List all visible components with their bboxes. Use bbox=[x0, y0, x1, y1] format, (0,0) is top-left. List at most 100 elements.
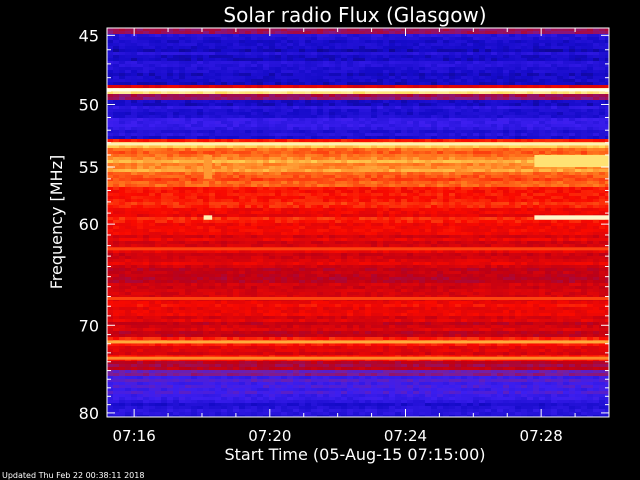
heatmap-cell bbox=[215, 181, 222, 185]
heatmap-cell bbox=[527, 52, 534, 56]
heatmap-cell bbox=[371, 151, 378, 155]
heatmap-cell bbox=[485, 145, 492, 149]
heatmap-cell bbox=[425, 133, 432, 137]
heatmap-cell bbox=[143, 28, 150, 32]
heatmap-cell bbox=[209, 73, 216, 77]
heatmap-cell bbox=[275, 157, 282, 161]
heatmap-cell bbox=[299, 67, 306, 71]
heatmap-cell bbox=[383, 34, 390, 38]
heatmap-cell bbox=[467, 136, 474, 140]
heatmap-cell bbox=[311, 94, 318, 98]
heatmap-cell bbox=[371, 193, 378, 197]
heatmap-cell bbox=[491, 163, 498, 167]
heatmap-cell bbox=[581, 178, 588, 182]
heatmap-cell bbox=[149, 91, 156, 95]
heatmap-cell bbox=[521, 199, 528, 203]
heatmap-cell bbox=[149, 124, 156, 128]
heatmap-cell bbox=[431, 61, 438, 65]
heatmap-cell bbox=[137, 61, 144, 65]
heatmap-cell bbox=[167, 148, 174, 152]
heatmap-cell bbox=[401, 157, 408, 161]
heatmap-cell bbox=[575, 196, 582, 200]
heatmap-cell bbox=[329, 82, 336, 86]
heatmap-cell bbox=[197, 46, 204, 50]
heatmap-cell bbox=[563, 67, 570, 71]
heatmap-cell bbox=[281, 106, 288, 110]
heatmap-cell bbox=[371, 130, 378, 134]
heatmap-cell bbox=[563, 187, 570, 191]
heatmap-cell bbox=[131, 55, 138, 59]
heatmap-cell bbox=[317, 94, 324, 98]
heatmap-cell bbox=[269, 166, 276, 170]
heatmap-cell bbox=[587, 73, 594, 77]
heatmap-cell bbox=[131, 145, 138, 149]
heatmap-cell bbox=[485, 49, 492, 53]
heatmap-cell bbox=[443, 190, 450, 194]
heatmap-cell bbox=[485, 103, 492, 107]
heatmap-cell bbox=[599, 199, 606, 203]
heatmap-cell bbox=[311, 178, 318, 182]
heatmap-cell bbox=[299, 73, 306, 77]
heatmap-cell bbox=[455, 139, 462, 143]
heatmap-cell bbox=[491, 130, 498, 134]
heatmap-cell bbox=[599, 40, 606, 44]
heatmap-cell bbox=[353, 169, 360, 173]
heatmap-cell bbox=[107, 55, 114, 59]
heatmap-cell bbox=[593, 34, 600, 38]
heatmap-cell bbox=[557, 52, 564, 56]
heatmap-cell bbox=[419, 139, 426, 143]
heatmap-cell bbox=[581, 52, 588, 56]
heatmap-cell bbox=[527, 130, 534, 134]
heatmap-cell bbox=[437, 151, 444, 155]
heatmap-cell bbox=[485, 43, 492, 47]
heatmap-cell bbox=[353, 154, 360, 158]
heatmap-cell bbox=[155, 169, 162, 173]
heatmap-cell bbox=[365, 130, 372, 134]
heatmap-cell bbox=[137, 184, 144, 188]
heatmap-cell bbox=[479, 175, 486, 179]
heatmap-cell bbox=[491, 67, 498, 71]
heatmap-cell bbox=[191, 148, 198, 152]
heatmap-cell bbox=[587, 151, 594, 155]
heatmap-cell bbox=[443, 61, 450, 65]
heatmap-cell bbox=[311, 187, 318, 191]
heatmap-cell bbox=[143, 52, 150, 56]
heatmap-cell bbox=[497, 121, 504, 125]
heatmap-cell bbox=[515, 106, 522, 110]
heatmap-cell bbox=[143, 82, 150, 86]
heatmap-cell bbox=[143, 43, 150, 47]
heatmap-cell bbox=[461, 154, 468, 158]
heatmap-cell bbox=[251, 139, 258, 143]
heatmap-cell bbox=[431, 91, 438, 95]
heatmap-cell bbox=[113, 127, 120, 131]
heatmap-cell bbox=[323, 100, 330, 104]
heatmap-cell bbox=[239, 76, 246, 80]
heatmap-cell bbox=[149, 136, 156, 140]
heatmap-cell bbox=[557, 85, 564, 89]
heatmap-cell bbox=[125, 103, 132, 107]
heatmap-cell bbox=[431, 175, 438, 179]
heatmap-cell bbox=[545, 64, 552, 68]
heatmap-cell bbox=[227, 79, 234, 83]
heatmap-cell bbox=[413, 154, 420, 158]
heatmap-cell bbox=[179, 91, 186, 95]
heatmap-cell bbox=[431, 166, 438, 170]
heatmap-cell bbox=[539, 82, 546, 86]
heatmap-cell bbox=[533, 55, 540, 59]
heatmap-cell bbox=[449, 163, 456, 167]
heatmap-cell bbox=[179, 100, 186, 104]
heatmap-cell bbox=[371, 43, 378, 47]
heatmap-cell bbox=[149, 139, 156, 143]
heatmap-cell bbox=[275, 172, 282, 176]
heatmap-cell bbox=[569, 130, 576, 134]
heatmap-cell bbox=[383, 55, 390, 59]
heatmap-cell bbox=[287, 73, 294, 77]
heatmap-cell bbox=[557, 121, 564, 125]
heatmap-cell bbox=[563, 169, 570, 173]
heatmap-cell bbox=[203, 196, 210, 200]
heatmap-cell bbox=[287, 43, 294, 47]
heatmap-cell bbox=[233, 58, 240, 62]
heatmap-cell bbox=[467, 193, 474, 197]
heatmap-cell bbox=[443, 82, 450, 86]
